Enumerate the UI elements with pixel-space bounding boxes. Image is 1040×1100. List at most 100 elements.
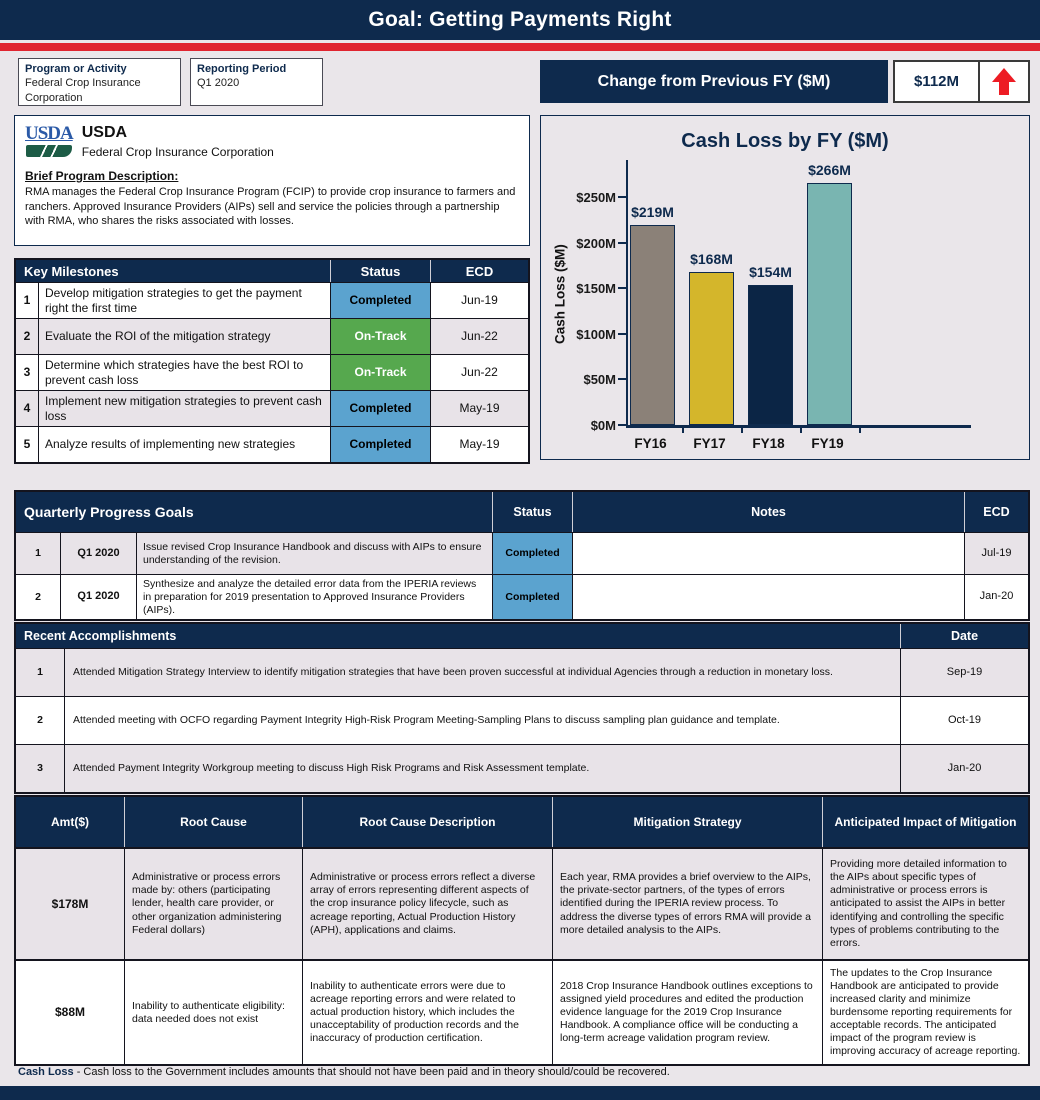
page-title: Goal: Getting Payments Right xyxy=(368,8,672,31)
quarterly-title: Quarterly Progress Goals xyxy=(24,504,194,520)
footer-bar xyxy=(0,1086,1040,1100)
milestone-number: 5 xyxy=(23,437,31,452)
milestones-status-column-header: Status xyxy=(330,260,430,282)
quarterly-header: Quarterly Progress Goals Status Notes EC… xyxy=(16,492,1028,532)
cash-loss-footnote: Cash Loss - Cash loss to the Government … xyxy=(18,1066,670,1078)
milestone-number: 2 xyxy=(23,329,31,344)
usda-swoosh-icon xyxy=(25,145,72,157)
milestone-status-badge: Completed xyxy=(330,283,430,318)
x-axis-category-label: FY17 xyxy=(693,436,726,451)
accomplishment-row: 3 Attended Payment Integrity Workgroup m… xyxy=(16,744,1028,792)
bar-fy17 xyxy=(689,271,734,425)
recent-accomplishments-table: Recent Accomplishments Date 1 Attended M… xyxy=(14,622,1030,794)
x-axis-category-label: FY18 xyxy=(752,436,785,451)
bar-group: $168M xyxy=(689,160,734,425)
accomplishment-row: 1 Attended Mitigation Strategy Interview… xyxy=(16,648,1028,696)
accomplishments-date-column-header: Date xyxy=(900,624,1028,648)
quarterly-ecd-column-header: ECD xyxy=(964,492,1028,532)
goal-ecd: Jan-20 xyxy=(964,575,1028,620)
milestone-ecd: Jun-22 xyxy=(430,319,528,354)
y-axis-tick xyxy=(618,332,628,335)
title-bar: Goal: Getting Payments Right xyxy=(0,0,1040,40)
amt-column-header: Amt($) xyxy=(51,815,89,829)
mitigation-strategy-text: 2018 Crop Insurance Handbook outlines ex… xyxy=(552,961,822,1065)
mitigation-strategy-text: Each year, RMA provides a brief overview… xyxy=(552,849,822,959)
quarterly-progress-goals-table: Quarterly Progress Goals Status Notes EC… xyxy=(14,490,1030,622)
x-axis-tick xyxy=(682,428,684,433)
accomplishments-body: 1 Attended Mitigation Strategy Interview… xyxy=(16,648,1028,792)
program-description-panel: USDA USDA Federal Crop Insurance Corpora… xyxy=(14,115,530,246)
footnote-term: Cash Loss xyxy=(18,1066,74,1078)
mitigation-strategy-column-header: Mitigation Strategy xyxy=(552,797,822,847)
root-cause-description-column-header: Root Cause Description xyxy=(302,797,552,847)
cash-loss-chart: Cash Loss by FY ($M) Cash Loss ($M) $219… xyxy=(540,115,1030,460)
root-cause-description-text: Inability to authenticate errors were du… xyxy=(302,961,552,1065)
description-heading: Brief Program Description: xyxy=(25,169,179,183)
accomplishment-text: Attended meeting with OCFO regarding Pay… xyxy=(64,697,900,744)
reporting-period-value: Q1 2020 xyxy=(197,77,240,90)
milestone-ecd: May-19 xyxy=(430,391,528,426)
goal-description: Synthesize and analyze the detailed erro… xyxy=(136,575,492,620)
milestone-ecd: Jun-19 xyxy=(430,283,528,318)
change-from-previous-fy-label: Change from Previous FY ($M) xyxy=(597,72,831,90)
up-arrow-icon xyxy=(992,68,1016,95)
bar-fy19 xyxy=(807,182,852,425)
anticipated-impact-text: Providing more detailed information to t… xyxy=(822,849,1028,959)
change-direction-cell xyxy=(980,62,1028,101)
accomplishment-date: Jan-20 xyxy=(900,745,1028,792)
reporting-period-box: Reporting Period Q1 2020 xyxy=(190,58,323,106)
milestone-number: 1 xyxy=(23,293,31,308)
goal-notes xyxy=(572,533,964,574)
x-axis-tick xyxy=(741,428,743,433)
bar-fy18 xyxy=(748,284,793,425)
y-axis-tick xyxy=(618,424,628,426)
x-axis-tick xyxy=(800,428,802,433)
milestones-title: Key Milestones xyxy=(24,263,119,279)
milestone-row: 5 Analyze results of implementing new st… xyxy=(16,426,528,462)
bar-value-label: $219M xyxy=(631,204,674,221)
footnote-text: - Cash loss to the Government includes a… xyxy=(73,1066,670,1078)
change-from-previous-fy-header: Change from Previous FY ($M) xyxy=(540,60,888,103)
root-cause-row: $88M Inability to authenticate eligibili… xyxy=(16,959,1028,1065)
goal-quarter: Q1 2020 xyxy=(60,575,136,620)
change-value-box: $112M xyxy=(893,60,1030,103)
goal-quarter: Q1 2020 xyxy=(60,533,136,574)
root-cause-column-header: Root Cause xyxy=(124,797,302,847)
root-causes-body: $178M Administrative or process errors m… xyxy=(16,847,1028,1065)
accomplishment-number: 2 xyxy=(37,713,43,726)
y-axis-tick-label: $50M xyxy=(583,372,616,388)
y-axis-tick-label: $200M xyxy=(576,235,616,251)
program-or-activity-box: Program or Activity Federal Crop Insuran… xyxy=(18,58,181,106)
y-axis-tick xyxy=(618,287,628,290)
x-axis-tick xyxy=(859,428,861,433)
accomplishments-title: Recent Accomplishments xyxy=(24,629,177,643)
milestone-row: 2 Evaluate the ROI of the mitigation str… xyxy=(16,318,528,354)
x-axis-category-label: FY16 xyxy=(634,436,667,451)
anticipated-impact-column-header: Anticipated Impact of Mitigation xyxy=(822,797,1028,847)
accomplishment-date: Oct-19 xyxy=(900,697,1028,744)
accomplishment-date: Sep-19 xyxy=(900,649,1028,696)
x-axis-category-label: FY19 xyxy=(811,436,844,451)
root-causes-header: Amt($) Root Cause Root Cause Description… xyxy=(16,797,1028,847)
root-cause-amount: $88M xyxy=(54,1005,86,1020)
bar-group: $154M xyxy=(748,160,793,425)
root-cause-text: Administrative or process errors made by… xyxy=(124,849,302,959)
accomplishments-header: Recent Accomplishments Date xyxy=(16,624,1028,648)
goal-number: 2 xyxy=(35,590,41,603)
milestone-status-badge: Completed xyxy=(330,427,430,462)
accomplishment-text: Attended Payment Integrity Workgroup mee… xyxy=(64,745,900,792)
y-axis-tick xyxy=(618,196,628,199)
milestone-status-badge: Completed xyxy=(330,391,430,426)
milestone-row: 1 Develop mitigation strategies to get t… xyxy=(16,282,528,318)
milestones-body: 1 Develop mitigation strategies to get t… xyxy=(16,282,528,462)
milestone-row: 4 Implement new mitigation strategies to… xyxy=(16,390,528,426)
key-milestones-table: Key Milestones Status ECD 1 Develop miti… xyxy=(14,258,530,464)
milestones-ecd-column-header: ECD xyxy=(430,260,528,282)
anticipated-impact-text: The updates to the Crop Insurance Handbo… xyxy=(822,961,1028,1065)
quarterly-body: 1 Q1 2020 Issue revised Crop Insurance H… xyxy=(16,532,1028,620)
org-name: USDA xyxy=(81,124,128,141)
milestone-description: Evaluate the ROI of the mitigation strat… xyxy=(38,319,330,354)
milestone-number: 3 xyxy=(23,365,31,380)
milestone-row: 3 Determine which strategies have the be… xyxy=(16,354,528,390)
